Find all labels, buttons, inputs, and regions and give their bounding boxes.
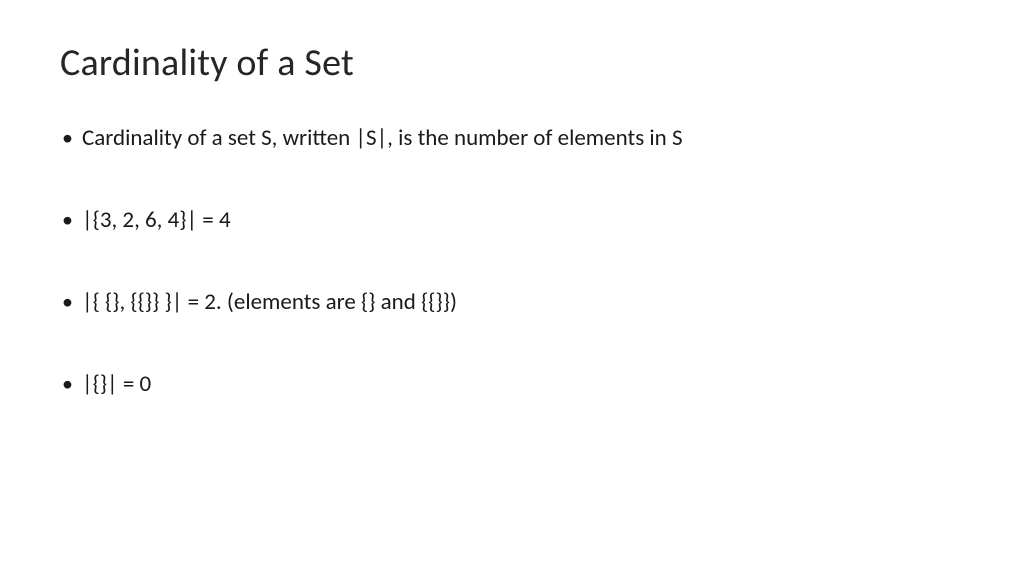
bullet-item: |{}| = 0 xyxy=(60,370,964,400)
bullet-item: Cardinality of a set S, written |S|, is … xyxy=(60,124,964,154)
bullet-item: |{ {}, {{}} }| = 2. (elements are {} and… xyxy=(60,288,964,318)
bullet-list: Cardinality of a set S, written |S|, is … xyxy=(60,124,964,400)
slide-title: Cardinality of a Set xyxy=(60,40,964,86)
bullet-item: |{3, 2, 6, 4}| = 4 xyxy=(60,206,964,236)
